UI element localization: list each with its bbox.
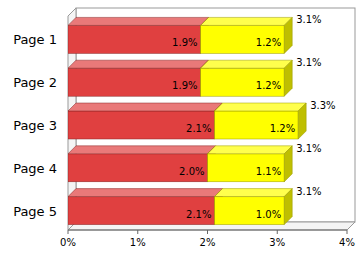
bar-top [201,60,293,68]
x-tick-label: 4% [339,237,355,248]
data-label: 1.1% [256,166,281,177]
bar-front [208,154,285,182]
bar-segment [68,189,222,225]
total-label: 3.1% [296,143,321,154]
data-label: 1.9% [172,80,197,91]
data-label: 1.0% [256,209,281,220]
bar-front [68,197,214,225]
data-label: 2.1% [186,209,211,220]
bar-front [201,25,285,53]
data-label: 2.0% [179,166,204,177]
bar-side [298,103,306,139]
bar-top [208,146,293,154]
bars [68,17,306,224]
bar-segment [208,146,293,182]
x-tick-label: 1% [130,237,146,248]
x-tick [207,230,208,234]
category-label: Page 5 [13,204,57,219]
bar-segment [201,60,293,96]
bar-side [284,60,292,96]
bar-top [214,103,306,111]
x-tick-label: 2% [200,237,216,248]
bar-front [68,111,214,139]
category-label: Page 3 [13,118,57,133]
x-tick-label: 3% [269,237,285,248]
bar-top [68,189,222,197]
total-label: 3.3% [310,100,335,111]
bar-segment [68,103,222,139]
bar-front [68,68,201,96]
bar-top [68,103,222,111]
x-tick [137,230,138,234]
data-label: 1.2% [270,123,295,134]
chart: 0%1%2%3%4%Page 11.9%1.2%3.1%Page 21.9%1.… [0,0,359,258]
bar-segment [68,146,216,182]
data-label: 2.1% [186,123,211,134]
bar-front [214,111,298,139]
category-label: Page 4 [13,161,57,176]
category-label: Page 1 [13,32,57,47]
bar-top [68,60,209,68]
bar-front [68,154,208,182]
x-tick [347,230,348,234]
bar-top [214,189,292,197]
bar-front [214,197,284,225]
x-tick [277,230,278,234]
bar-front [201,68,285,96]
total-label: 3.1% [296,57,321,68]
x-tick [68,230,69,234]
category-label: Page 2 [13,75,57,90]
bar-segment [68,60,209,96]
x-tick-label: 0% [60,237,76,248]
data-label: 1.2% [256,37,281,48]
bar-top [68,146,216,154]
bar-front [68,25,201,53]
bar-top [201,17,293,25]
bar-segment [214,189,292,225]
bar-side [284,146,292,182]
total-label: 3.1% [296,186,321,197]
labels: Page 11.9%1.2%3.1%Page 21.9%1.2%3.1%Page… [13,14,335,219]
plot-frame [68,8,355,230]
data-label: 1.2% [256,80,281,91]
bar-segment [68,17,209,53]
bar-top [68,17,209,25]
data-label: 1.9% [172,37,197,48]
total-label: 3.1% [296,14,321,25]
bar-segment [201,17,293,53]
bar-segment [214,103,306,139]
bar-side [284,17,292,53]
bar-side [284,189,292,225]
